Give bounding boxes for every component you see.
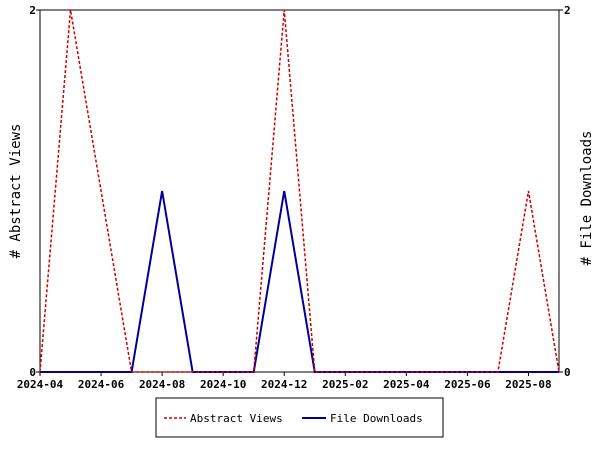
x-axis: 2024-04 2024-06 2024-08 2024-10 2024-12 2025-… [17, 372, 552, 391]
x-tick-label: 2025-08 [505, 378, 551, 391]
y-tick-label: 2 [29, 4, 36, 17]
y-axis-title: # Abstract Views [8, 124, 24, 259]
legend-label-abstract-views: Abstract Views [190, 412, 283, 425]
x-tick-label: 2024-06 [78, 378, 125, 391]
series-layer [39, 9, 560, 373]
x-tick-label: 2024-04 [17, 378, 64, 391]
x-tick-label: 2025-04 [383, 378, 430, 391]
x-tick-label: 2024-12 [261, 378, 307, 391]
legend: Abstract Views File Downloads [155, 397, 444, 438]
x-tick-label: 2025-06 [444, 378, 491, 391]
y-axis-left: 02 [29, 4, 40, 379]
y2-tick-label: 0 [564, 366, 571, 379]
y-axis-right: 02 [559, 4, 571, 379]
series-line-abstract-views [39, 9, 560, 373]
legend-box [155, 397, 444, 438]
x-tick-label: 2024-10 [200, 378, 246, 391]
y2-axis-title: # File Downloads [579, 131, 595, 266]
x-tick-label: 2024-08 [139, 378, 185, 391]
x-tick-label: 2025-02 [322, 378, 368, 391]
y2-tick-label: 2 [564, 4, 571, 17]
legend-label-file-downloads: File Downloads [330, 412, 423, 425]
y-tick-label: 0 [29, 366, 36, 379]
